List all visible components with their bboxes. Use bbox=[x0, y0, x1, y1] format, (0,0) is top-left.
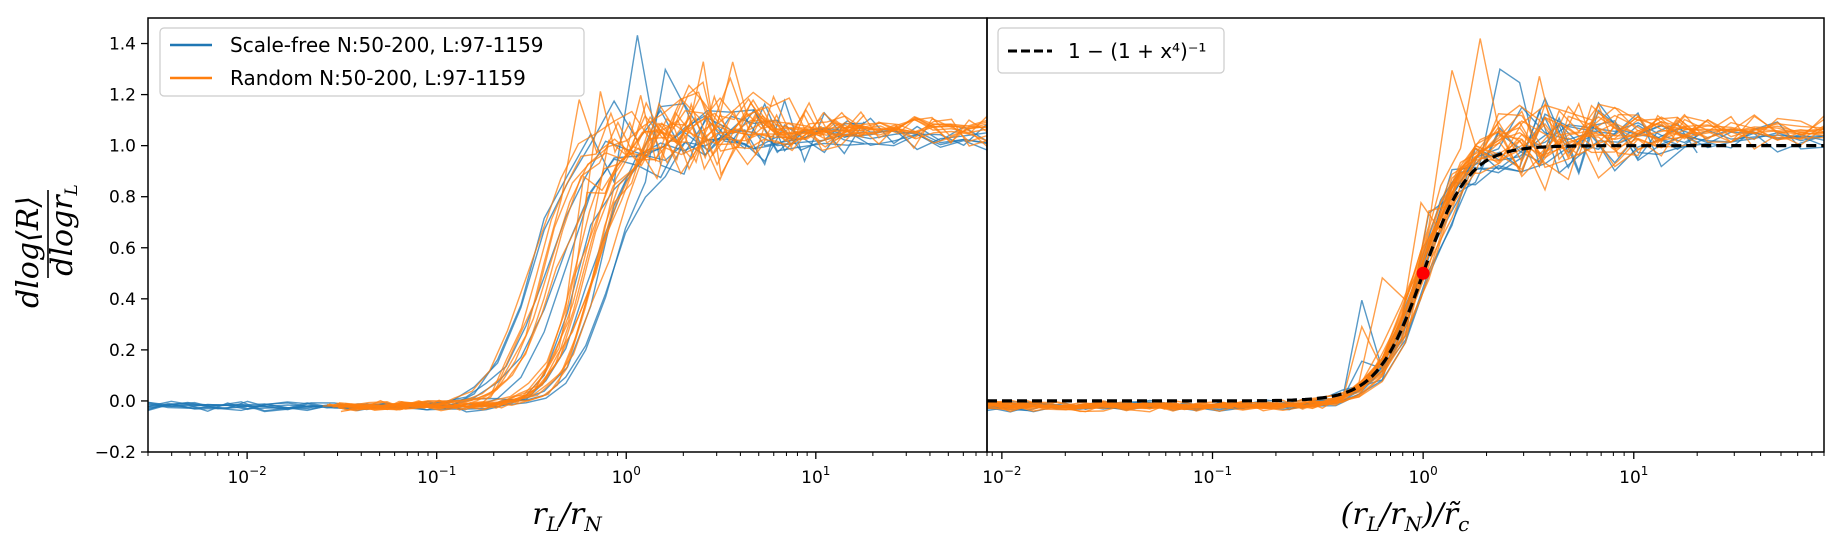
left-legend-box bbox=[159, 27, 585, 97]
right-frame bbox=[986, 17, 1825, 453]
right-random-curve-19 bbox=[987, 101, 1698, 413]
left-axis-ticks: 10−2 10−1 100 101 −0.2 0.0 0.2 0.4 0.6 0.8 1.0 1.2 1… bbox=[95, 35, 988, 488]
y-tick-label: 1.4 bbox=[109, 35, 136, 55]
midpoint-marker bbox=[1416, 266, 1430, 280]
right-plot-area bbox=[987, 18, 1824, 452]
reference-curve bbox=[987, 144, 1824, 403]
y-tick-label: −0.2 bbox=[95, 443, 136, 463]
left-x-tick-label: 101 bbox=[801, 464, 830, 488]
right-x-tick-label: 101 bbox=[1619, 464, 1648, 488]
left-legend: Scale-free N:50-200, L:97-1159 Random N:… bbox=[159, 27, 585, 97]
left-random-curve-18 bbox=[339, 91, 987, 411]
right-legend: 1 − (1 + x⁴)⁻¹ bbox=[997, 27, 1225, 74]
left-random-curve-19 bbox=[340, 101, 865, 413]
left-random-curve-20 bbox=[338, 110, 987, 412]
y-tick-label: 1.2 bbox=[109, 86, 136, 106]
right-x-tick-label: 10−2 bbox=[982, 464, 1021, 488]
right-series-group bbox=[987, 38, 1824, 413]
left-x-axis-title: rL/rN bbox=[532, 497, 603, 536]
y-tick-label: 0.8 bbox=[109, 188, 136, 208]
y-tick-label: 1.0 bbox=[109, 137, 136, 157]
right-legend-box bbox=[997, 27, 1225, 74]
y-axis-title: dlog⟨R⟩ dlogrL bbox=[11, 184, 82, 308]
legend-label-scale-free: Scale-free N:50-200, L:97-1159 bbox=[230, 33, 544, 57]
y-tick-label: 0.2 bbox=[109, 341, 136, 361]
right-random-curve-14 bbox=[987, 102, 1824, 412]
y-tick-label: 0.4 bbox=[109, 290, 136, 310]
right-x-tick-label: 10−1 bbox=[1193, 464, 1232, 488]
y-tick-label: 0.0 bbox=[109, 392, 136, 412]
right-random-curve-20 bbox=[987, 119, 1824, 411]
left-random-curve-17 bbox=[328, 106, 987, 411]
left-x-tick-label: 10−1 bbox=[417, 464, 456, 488]
right-axis-ticks: 10−2 10−1 100 101 bbox=[982, 452, 1825, 488]
legend-label-random: Random N:50-200, L:97-1159 bbox=[230, 66, 526, 90]
y-axis-title-numerator: dlog⟨R⟩ bbox=[11, 196, 46, 308]
legend-label-reference-curve: 1 − (1 + x⁴)⁻¹ bbox=[1068, 39, 1206, 63]
left-series-group bbox=[148, 35, 987, 413]
right-x-tick-label: 100 bbox=[1408, 464, 1437, 488]
right-x-axis-title: (rL/rN)/r̃c bbox=[1341, 497, 1470, 536]
y-axis-title-denominator: dlogrL bbox=[45, 184, 82, 276]
left-x-tick-label: 10−2 bbox=[227, 464, 266, 488]
y-tick-label: 0.6 bbox=[109, 239, 136, 259]
left-x-tick-label: 100 bbox=[612, 464, 641, 488]
